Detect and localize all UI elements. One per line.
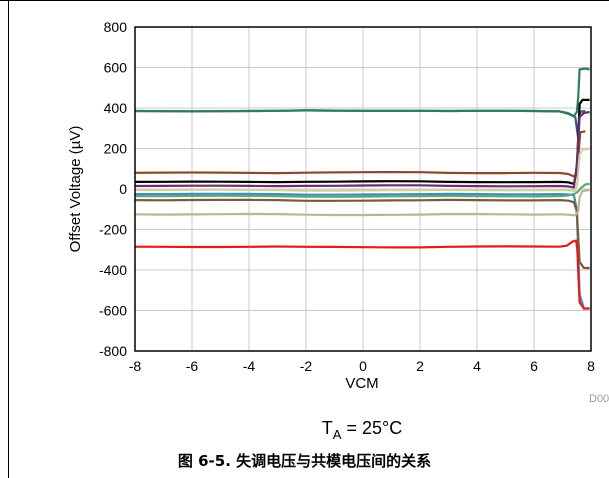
series-line bbox=[134, 239, 590, 310]
y-tick-label: 600 bbox=[104, 60, 128, 76]
temperature-subscript: A bbox=[333, 427, 342, 442]
y-tick-label: 400 bbox=[104, 100, 128, 116]
x-axis-label: VCM bbox=[345, 375, 378, 392]
temperature-value: = 25°C bbox=[341, 418, 402, 438]
series-line bbox=[134, 198, 590, 270]
series-line bbox=[134, 182, 590, 198]
figure-caption: 图 6-5. 失调电压与共模电压间的关系 bbox=[177, 452, 432, 470]
x-tick-label: -8 bbox=[129, 358, 142, 374]
x-tick-label: -4 bbox=[243, 358, 256, 374]
y-tick-label: -400 bbox=[99, 262, 127, 278]
tick-label-layer: -8 -6 -4 -2 0 2 4 6 8 800 600 400 200 0 -200 -400 -600 -8… bbox=[99, 19, 595, 374]
offset-voltage-chart: -8 -6 -4 -2 0 2 4 6 8 800 600 400 200 0 -200 -400 -600 -8… bbox=[67, 19, 609, 442]
y-tick-label: 200 bbox=[104, 141, 128, 157]
series-line bbox=[134, 130, 586, 178]
y-tick-label: 800 bbox=[104, 19, 128, 35]
temperature-symbol: T bbox=[322, 418, 333, 438]
series-layer bbox=[134, 67, 590, 310]
x-tick-label: 8 bbox=[587, 358, 595, 374]
x-tick-label: -6 bbox=[186, 358, 199, 374]
series-line bbox=[134, 109, 586, 140]
y-tick-label: -800 bbox=[99, 343, 127, 359]
series-line bbox=[134, 110, 590, 189]
x-tick-label: 0 bbox=[359, 358, 367, 374]
y-tick-label: 0 bbox=[119, 181, 127, 197]
series-line bbox=[134, 188, 590, 217]
y-axis-label: Offset Voltage (µV) bbox=[67, 126, 84, 253]
temperature-annotation: TA = 25°C bbox=[322, 418, 402, 442]
x-tick-label: 4 bbox=[473, 358, 481, 374]
frame-left-line bbox=[8, 0, 9, 478]
document-id-label: D00 bbox=[589, 393, 609, 405]
frame-top-line bbox=[0, 0, 609, 1]
series-line bbox=[135, 147, 590, 193]
x-tick-label: 2 bbox=[416, 358, 424, 374]
series-line bbox=[134, 67, 590, 118]
x-tick-label: 6 bbox=[530, 358, 538, 374]
plot-frame bbox=[134, 26, 592, 352]
y-tick-label: -200 bbox=[99, 222, 127, 238]
series-line bbox=[135, 192, 590, 310]
x-tick-label: -2 bbox=[300, 358, 313, 374]
y-tick-label: -600 bbox=[99, 303, 127, 319]
